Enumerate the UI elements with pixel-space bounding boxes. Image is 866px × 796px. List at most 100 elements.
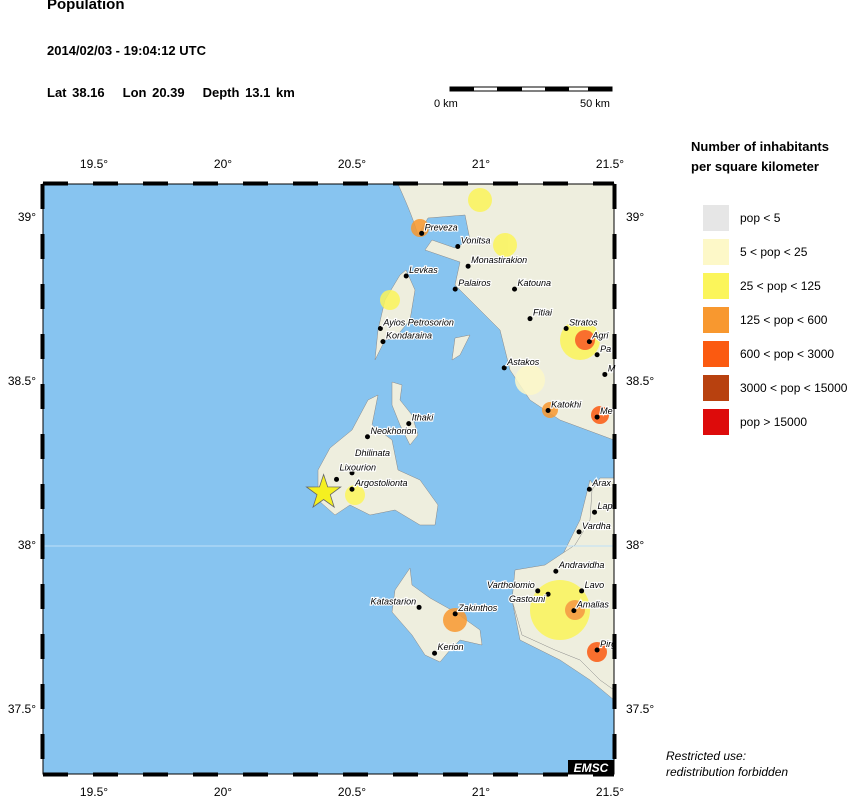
city-dot [594,647,600,653]
city-label: Stratos [569,318,598,328]
city-dot [377,326,383,332]
city-label: Neokhorion [370,426,416,436]
legend-swatch [703,409,729,435]
lon-tick-top: 19.5° [80,157,108,171]
city-dot [594,414,600,420]
event-lat: Lat 38.16 [47,85,105,100]
emsc-watermark: EMSC [574,761,609,775]
city: Agri [586,330,610,345]
lon-tick-top: 20° [214,157,232,171]
city-dot [586,486,592,492]
city-label: M [608,363,616,373]
city: Lavo [579,579,605,594]
city-label: Pa [600,344,611,354]
city: M [602,362,617,377]
usage-note: Restricted use: redistribution forbidden [666,748,788,780]
city-dot [571,608,577,614]
city-dot [349,486,355,492]
city-label: Lap [598,501,613,511]
legend-label: 125 < pop < 600 [740,313,828,327]
city: Amalias [571,598,610,614]
legend-label: pop > 15000 [740,415,808,429]
city: Lap [592,500,614,515]
scale-start: 0 km [434,98,458,110]
legend-label: 3000 < pop < 15000 [740,381,848,395]
legend-title: Number of inhabitants per square kilomete… [691,137,861,177]
city: Me [594,405,614,420]
city: Palairos [452,277,492,292]
city-label: Zakinthos [457,603,498,613]
city-label: Lavo [585,580,605,590]
lat-tick-left: 38.5° [8,374,36,388]
city: Lixourion [334,461,377,482]
city-dot [334,476,340,482]
city-dot [452,611,458,617]
city: Levkas [403,264,439,279]
city-dot [527,316,533,322]
city: Vartholomio [486,579,541,594]
legend-title-line1: Number of inhabitants [691,139,829,154]
city-label: Arax [591,478,611,488]
legend-label: 600 < pop < 3000 [740,347,835,361]
scale-bar [449,86,613,92]
event-location: Lat 38.16 Lon 20.39 Depth 13.1 km [47,85,313,100]
city-dot [364,434,370,440]
legend-swatch [703,341,729,367]
lon-tick-top: 21.5° [596,157,624,171]
city: Astakos [501,356,541,371]
city-dot [501,365,507,371]
city-dot [545,591,551,597]
legend-label: 25 < pop < 125 [740,279,821,293]
city-label: Levkas [409,265,438,275]
city-dot [563,326,569,332]
city: Arax [586,477,612,492]
city-label: Ayios Petrosorion [382,318,453,328]
city-dot [452,286,458,292]
city: Fitiai [527,307,554,322]
city-label: Argostolionta [354,478,408,488]
city-dot [535,588,541,594]
event-depth: Depth 13.1 km [202,85,295,100]
city-dot [416,604,422,610]
city: Ayios Petrosorion [377,316,455,332]
city-dot [380,339,386,345]
map-title: Population [47,0,125,13]
city-dot [349,470,355,476]
city: Pa [594,343,612,358]
city-dot [403,273,409,279]
lat-tick-left: 37.5° [8,702,36,716]
city: Katokhi [545,398,583,414]
city-dot [602,371,608,377]
lat-tick-left: 38° [18,538,36,552]
lon-tick-bottom: 21° [472,785,490,796]
city-dot [455,244,461,250]
city-label: Amalias [576,600,610,610]
lon-tick-top: 20.5° [338,157,366,171]
lon-tick-bottom: 20.5° [338,785,366,796]
lat-tick-left: 39° [18,210,36,224]
city-label: Monastirakion [471,255,527,265]
city-label: Vonitsa [461,236,491,246]
city-label: Kondaraina [386,331,432,341]
legend-swatch [703,205,729,231]
city: Kondaraina [380,330,433,345]
city: Gastouni [508,591,551,605]
city-label: Preveza [425,222,458,232]
lon-tick-top: 21° [472,157,490,171]
city-dot [553,568,559,574]
legend-label: 5 < pop < 25 [740,245,808,259]
legend-title-line2: per square kilometer [691,159,819,174]
event-lon: Lon 20.39 [122,85,185,100]
city-dot [465,263,471,269]
city-dot [432,650,438,656]
city-label: Andravidha [558,560,605,570]
city-label: Vardha [582,521,611,531]
city-dot [406,421,412,427]
city-dot [512,286,518,292]
axis-ticks: 19.5° 19.5° 20° 20° 20.5° 20.5° 21° 21° 21.5° 21.… [8,157,655,796]
city: Andravidha [553,559,605,574]
city: Zakinthos [452,602,499,617]
city: Dhilinata [349,447,391,476]
